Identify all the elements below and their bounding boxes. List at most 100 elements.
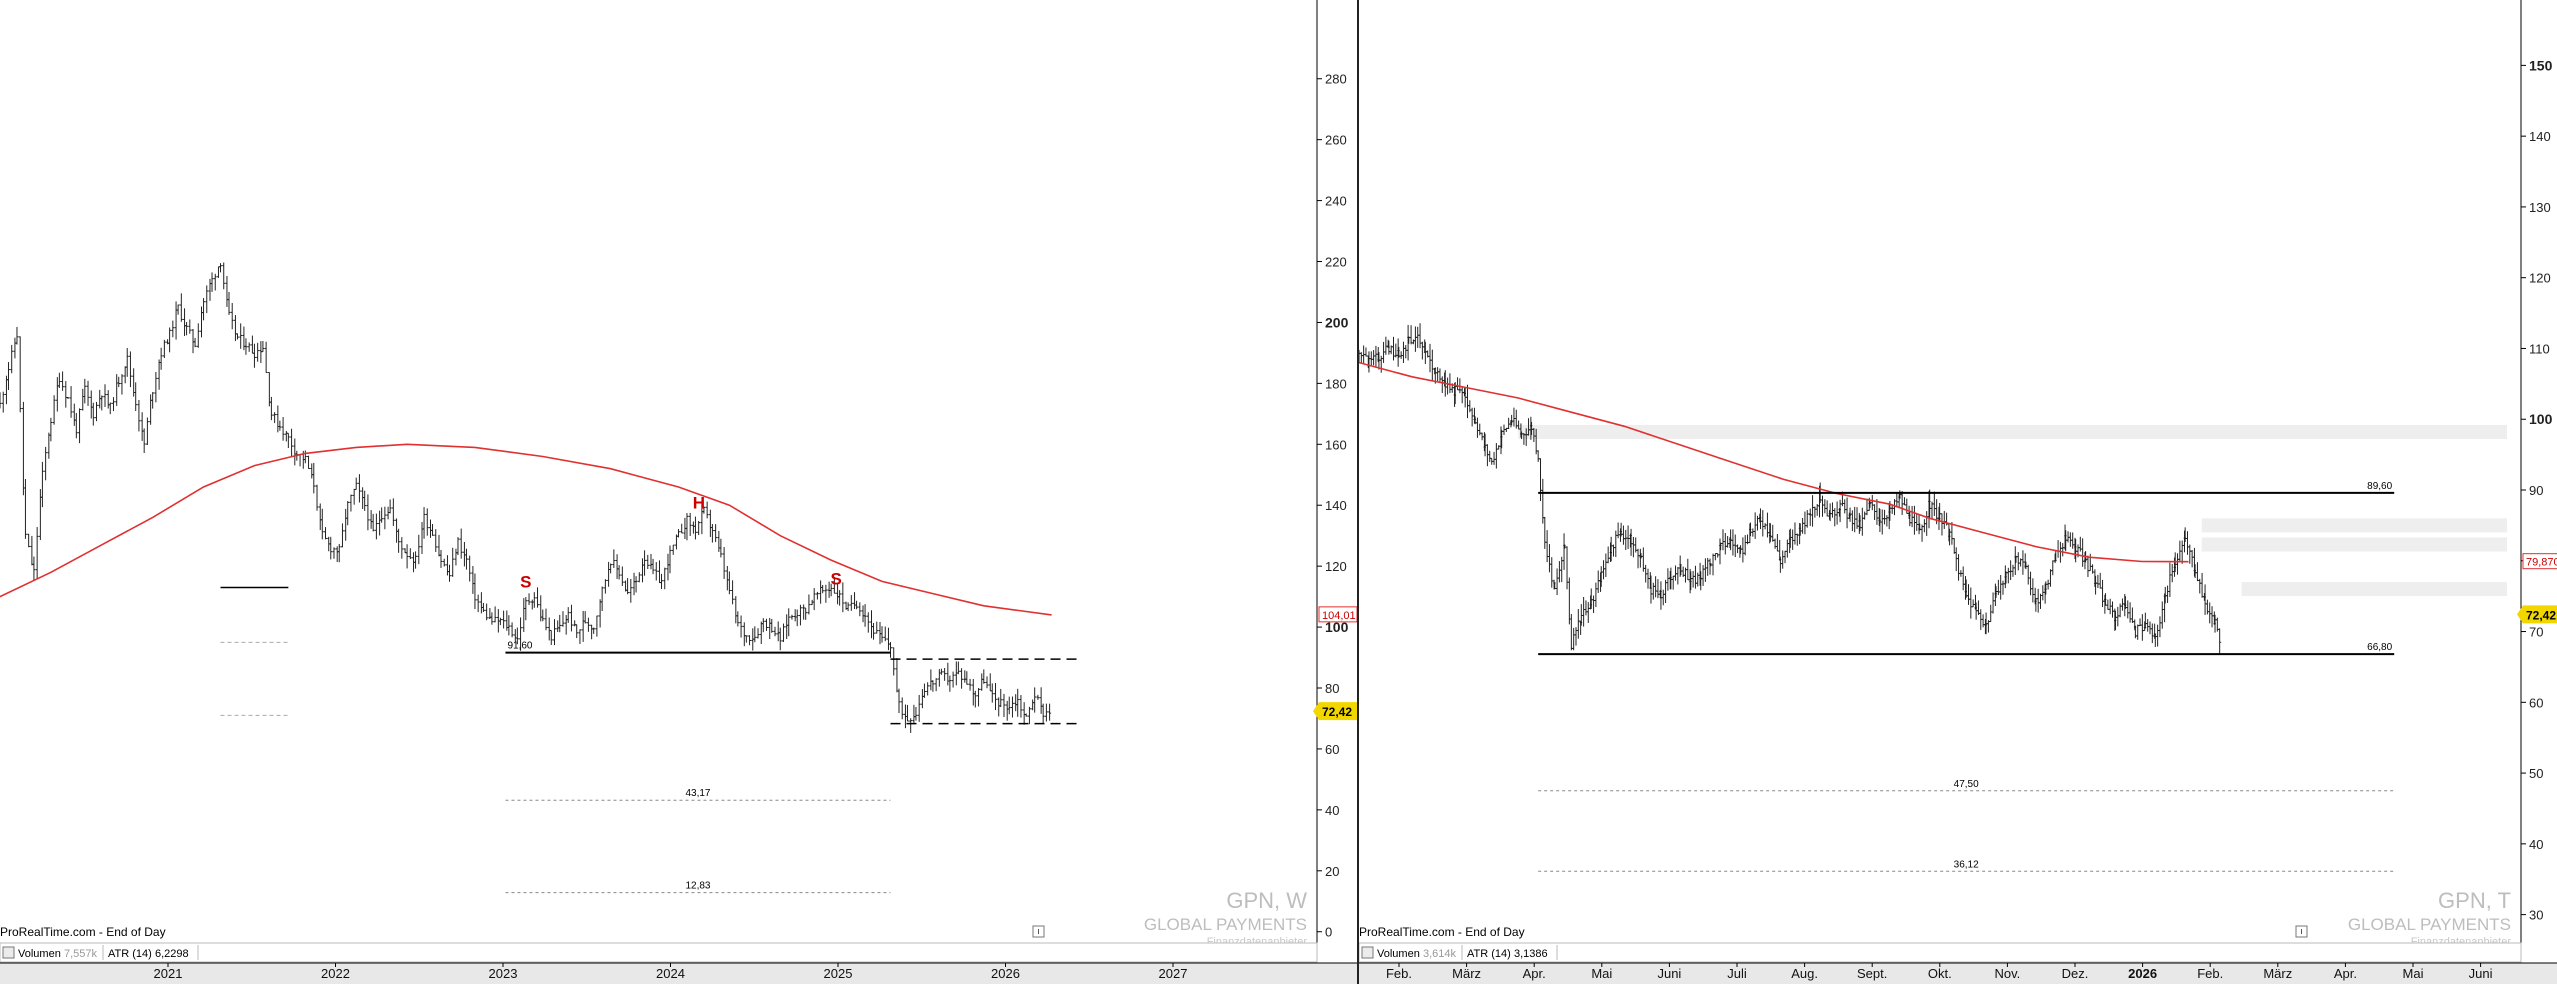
- y-tick-label: 100: [1325, 619, 1349, 635]
- y-tick-label: 20: [1325, 864, 1339, 879]
- x-tick-label: März: [2263, 966, 2292, 981]
- level-label: 12,83: [685, 881, 710, 892]
- daily-chart-panel[interactable]: 30405060708090100110120130140150Feb.März…: [1359, 0, 2557, 984]
- y-tick-label: 220: [1325, 255, 1347, 270]
- indicator-settings-icon[interactable]: [2, 946, 15, 959]
- x-tick-label: Juni: [1657, 966, 1681, 981]
- y-tick-label: 0: [1325, 925, 1332, 940]
- y-tick-label: 240: [1325, 194, 1347, 209]
- x-tick-label: Sept.: [1857, 966, 1887, 981]
- x-tick-label: Aug.: [1791, 966, 1818, 981]
- x-tick-label: 2023: [489, 966, 518, 981]
- x-tick-label: 2025: [824, 966, 853, 981]
- y-tick-label: 40: [2529, 837, 2543, 852]
- x-axis-bar: [0, 963, 1357, 984]
- resistance-zone: [2201, 537, 2507, 552]
- y-tick-label: 150: [2529, 57, 2553, 73]
- last-price-tag: [2517, 605, 2557, 624]
- y-tick-label: 120: [1325, 559, 1347, 574]
- atr-value: 6,2298: [155, 948, 189, 960]
- x-tick-label: 2026: [2128, 966, 2157, 981]
- panel-divider[interactable]: [1357, 0, 1359, 984]
- last-price-label: 72,42: [2526, 608, 2556, 622]
- company-watermark: GLOBAL PAYMENTS: [2348, 915, 2511, 934]
- ma-value-label: 79,870: [2526, 557, 2557, 569]
- y-tick-label: 120: [2529, 271, 2551, 286]
- resistance-zone: [2201, 518, 2507, 533]
- pattern-label: H: [693, 493, 705, 512]
- indicator-settings-icon[interactable]: [1361, 946, 1374, 959]
- level-label: 43,17: [685, 788, 710, 799]
- x-tick-label: Mai: [1591, 966, 1612, 981]
- x-tick-label: Juni: [2469, 966, 2493, 981]
- data-source-label: ProRealTime.com - End of Day: [0, 925, 166, 939]
- x-tick-label: Okt.: [1928, 966, 1952, 981]
- y-tick-label: 90: [2529, 483, 2543, 498]
- x-tick-label: Apr.: [1523, 966, 1546, 981]
- y-tick-label: 260: [1325, 133, 1347, 148]
- y-tick-label: 140: [2529, 129, 2551, 144]
- symbol-watermark: GPN, T: [2438, 888, 2511, 913]
- x-tick-label: Feb.: [1386, 966, 1412, 981]
- ma-value-tag: [1318, 606, 1357, 623]
- y-tick-label: 30: [2529, 908, 2543, 923]
- last-price-label: 72,42: [1322, 705, 1352, 719]
- volume-label[interactable]: Volumen: [1377, 948, 1420, 960]
- y-tick-label: 110: [2529, 341, 2550, 356]
- atr-value: 3,1386: [1514, 948, 1548, 960]
- y-tick-label: 50: [2529, 766, 2543, 781]
- x-tick-label: 2024: [656, 966, 685, 981]
- ma-value-label: 104,01: [1322, 610, 1356, 622]
- y-tick-label: 160: [1325, 437, 1347, 452]
- moving-average-line: [1359, 361, 2189, 563]
- x-tick-label: 2027: [1159, 966, 1188, 981]
- atr-label[interactable]: ATR (14): [108, 948, 152, 960]
- x-tick-label: Nov.: [1995, 966, 2021, 981]
- x-tick-label: 2022: [321, 966, 350, 981]
- atr-label[interactable]: ATR (14): [1467, 948, 1511, 960]
- daily-chart-canvas[interactable]: 30405060708090100110120130140150Feb.März…: [1359, 0, 2557, 984]
- x-tick-label: März: [1452, 966, 1481, 981]
- resistance-zone: [1518, 424, 2507, 439]
- ma-value-tag: [2522, 553, 2557, 570]
- weekly-chart-panel[interactable]: 0 20 40 60 80 100 120 140 160 180 200 220 240 260 280 2…: [0, 0, 1357, 984]
- company-watermark: GLOBAL PAYMENTS: [1144, 915, 1307, 934]
- y-tick-label: 60: [1325, 742, 1339, 757]
- pattern-label: S: [831, 569, 842, 588]
- y-tick-label: 80: [1325, 681, 1339, 696]
- level-label: 91,60: [507, 641, 532, 652]
- level-label: 66,80: [2367, 642, 2392, 653]
- pattern-label: S: [520, 572, 531, 591]
- volume-value: 3,614k: [1423, 948, 1457, 960]
- x-tick-label: Feb.: [2197, 966, 2223, 981]
- y-tick-label: 200: [1325, 314, 1349, 330]
- x-tick-label: Juli: [1727, 966, 1747, 981]
- data-source-label: ProRealTime.com - End of Day: [1359, 925, 1525, 939]
- x-tick-label: 2026: [991, 966, 1020, 981]
- y-tick-label: 70: [2529, 625, 2543, 640]
- y-tick-label: 140: [1325, 498, 1347, 513]
- y-tick-label: 130: [2529, 200, 2551, 215]
- x-tick-label: 2021: [154, 966, 183, 981]
- x-tick-label: Mai: [2403, 966, 2424, 981]
- x-axis-bar: [1359, 963, 2557, 984]
- x-tick-label: Apr.: [2334, 966, 2357, 981]
- indicator-toolbar: [0, 942, 1318, 963]
- last-price-tag: [1313, 702, 1357, 721]
- indicator-toolbar: [1359, 942, 2522, 963]
- level-label: 36,12: [1954, 859, 1979, 870]
- x-tick-label: Dez.: [2062, 966, 2089, 981]
- weekly-chart-canvas[interactable]: 0 20 40 60 80 100 120 140 160 180 200 220 240 260 280 2…: [0, 0, 1357, 984]
- y-tick-label: 100: [2529, 411, 2553, 427]
- y-tick-label: 40: [1325, 803, 1339, 818]
- level-label: 89,60: [2367, 481, 2392, 492]
- resistance-zone: [2241, 582, 2507, 597]
- y-tick-label: 60: [2529, 695, 2543, 710]
- level-label: 47,50: [1954, 779, 1979, 790]
- y-tick-label: 180: [1325, 376, 1347, 391]
- volume-value: 7,557k: [64, 948, 98, 960]
- moving-average-line: [0, 443, 1052, 616]
- volume-label[interactable]: Volumen: [18, 948, 61, 960]
- y-tick-label: 280: [1325, 72, 1347, 87]
- symbol-watermark: GPN, W: [1226, 888, 1307, 913]
